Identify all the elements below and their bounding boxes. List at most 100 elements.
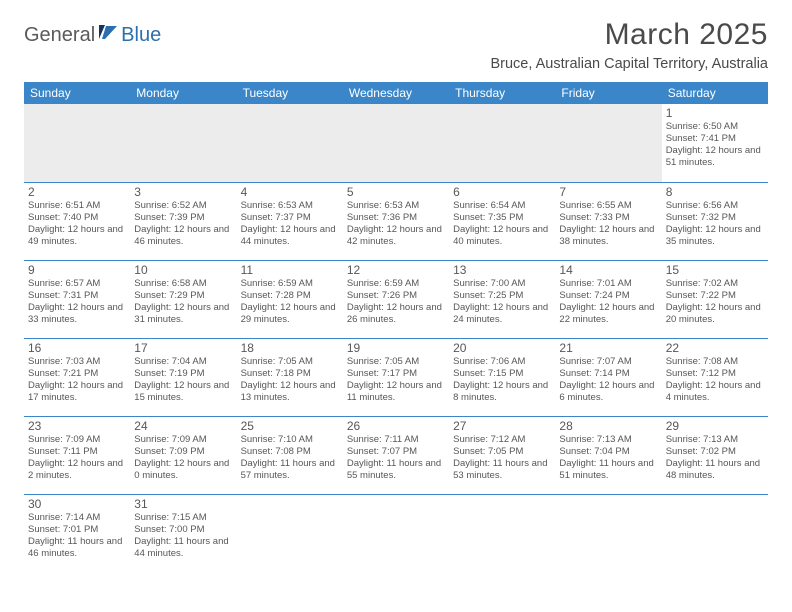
day-number: 27 — [453, 419, 551, 433]
day-number: 22 — [666, 341, 764, 355]
day-info: Sunrise: 6:59 AMSunset: 7:26 PMDaylight:… — [347, 278, 445, 327]
sunset-line: Sunset: 7:11 PM — [28, 446, 126, 458]
sunrise-line: Sunrise: 7:11 AM — [347, 434, 445, 446]
daylight-line: Daylight: 12 hours and 17 minutes. — [28, 380, 126, 404]
logo-text-1: General — [24, 24, 95, 47]
day-number: 26 — [347, 419, 445, 433]
sunrise-line: Sunrise: 6:57 AM — [28, 278, 126, 290]
sunset-line: Sunset: 7:35 PM — [453, 212, 551, 224]
day-number: 7 — [559, 185, 657, 199]
day-number: 4 — [241, 185, 339, 199]
day-info: Sunrise: 6:53 AMSunset: 7:37 PMDaylight:… — [241, 200, 339, 249]
day-info: Sunrise: 7:05 AMSunset: 7:18 PMDaylight:… — [241, 356, 339, 405]
day-number: 8 — [666, 185, 764, 199]
sunrise-line: Sunrise: 6:51 AM — [28, 200, 126, 212]
day-info: Sunrise: 6:50 AMSunset: 7:41 PMDaylight:… — [666, 121, 764, 170]
daylight-line: Daylight: 12 hours and 44 minutes. — [241, 224, 339, 248]
daylight-line: Daylight: 11 hours and 53 minutes. — [453, 458, 551, 482]
calendar-cell: 18Sunrise: 7:05 AMSunset: 7:18 PMDayligh… — [237, 338, 343, 416]
day-number: 18 — [241, 341, 339, 355]
day-number: 15 — [666, 263, 764, 277]
calendar-cell: 29Sunrise: 7:13 AMSunset: 7:02 PMDayligh… — [662, 416, 768, 494]
daylight-line: Daylight: 12 hours and 24 minutes. — [453, 302, 551, 326]
day-number: 6 — [453, 185, 551, 199]
calendar-cell: 8Sunrise: 6:56 AMSunset: 7:32 PMDaylight… — [662, 182, 768, 260]
sunrise-line: Sunrise: 6:50 AM — [666, 121, 764, 133]
daylight-line: Daylight: 12 hours and 13 minutes. — [241, 380, 339, 404]
daylight-line: Daylight: 12 hours and 8 minutes. — [453, 380, 551, 404]
sunrise-line: Sunrise: 7:15 AM — [134, 512, 232, 524]
calendar-cell: 31Sunrise: 7:15 AMSunset: 7:00 PMDayligh… — [130, 494, 236, 572]
sunset-line: Sunset: 7:25 PM — [453, 290, 551, 302]
daylight-line: Daylight: 11 hours and 48 minutes. — [666, 458, 764, 482]
sunset-line: Sunset: 7:05 PM — [453, 446, 551, 458]
day-info: Sunrise: 7:11 AMSunset: 7:07 PMDaylight:… — [347, 434, 445, 483]
daylight-line: Daylight: 12 hours and 0 minutes. — [134, 458, 232, 482]
sunrise-line: Sunrise: 6:55 AM — [559, 200, 657, 212]
daylight-line: Daylight: 12 hours and 42 minutes. — [347, 224, 445, 248]
calendar-cell: 20Sunrise: 7:06 AMSunset: 7:15 PMDayligh… — [449, 338, 555, 416]
calendar-cell — [449, 104, 555, 182]
daylight-line: Daylight: 12 hours and 35 minutes. — [666, 224, 764, 248]
calendar-cell: 24Sunrise: 7:09 AMSunset: 7:09 PMDayligh… — [130, 416, 236, 494]
calendar-cell — [662, 494, 768, 572]
day-info: Sunrise: 7:00 AMSunset: 7:25 PMDaylight:… — [453, 278, 551, 327]
calendar-cell: 27Sunrise: 7:12 AMSunset: 7:05 PMDayligh… — [449, 416, 555, 494]
calendar-cell — [343, 104, 449, 182]
sunrise-line: Sunrise: 6:59 AM — [241, 278, 339, 290]
day-info: Sunrise: 6:56 AMSunset: 7:32 PMDaylight:… — [666, 200, 764, 249]
calendar-row: 1Sunrise: 6:50 AMSunset: 7:41 PMDaylight… — [24, 104, 768, 182]
calendar-cell — [24, 104, 130, 182]
sunrise-line: Sunrise: 7:07 AM — [559, 356, 657, 368]
sunrise-line: Sunrise: 7:09 AM — [28, 434, 126, 446]
calendar-cell: 1Sunrise: 6:50 AMSunset: 7:41 PMDaylight… — [662, 104, 768, 182]
calendar-cell: 21Sunrise: 7:07 AMSunset: 7:14 PMDayligh… — [555, 338, 661, 416]
sunrise-line: Sunrise: 7:03 AM — [28, 356, 126, 368]
daylight-line: Daylight: 12 hours and 31 minutes. — [134, 302, 232, 326]
day-info: Sunrise: 7:09 AMSunset: 7:09 PMDaylight:… — [134, 434, 232, 483]
sunset-line: Sunset: 7:19 PM — [134, 368, 232, 380]
calendar-cell — [343, 494, 449, 572]
sunset-line: Sunset: 7:12 PM — [666, 368, 764, 380]
day-info: Sunrise: 6:51 AMSunset: 7:40 PMDaylight:… — [28, 200, 126, 249]
calendar-row: 2Sunrise: 6:51 AMSunset: 7:40 PMDaylight… — [24, 182, 768, 260]
day-info: Sunrise: 7:10 AMSunset: 7:08 PMDaylight:… — [241, 434, 339, 483]
calendar-cell — [555, 104, 661, 182]
calendar-cell: 3Sunrise: 6:52 AMSunset: 7:39 PMDaylight… — [130, 182, 236, 260]
page-title: March 2025 — [490, 18, 768, 52]
day-info: Sunrise: 7:13 AMSunset: 7:04 PMDaylight:… — [559, 434, 657, 483]
calendar-row: 9Sunrise: 6:57 AMSunset: 7:31 PMDaylight… — [24, 260, 768, 338]
weekday-header: Wednesday — [343, 82, 449, 104]
calendar-cell: 4Sunrise: 6:53 AMSunset: 7:37 PMDaylight… — [237, 182, 343, 260]
calendar-cell: 19Sunrise: 7:05 AMSunset: 7:17 PMDayligh… — [343, 338, 449, 416]
calendar-cell: 25Sunrise: 7:10 AMSunset: 7:08 PMDayligh… — [237, 416, 343, 494]
sunrise-line: Sunrise: 6:53 AM — [241, 200, 339, 212]
sunset-line: Sunset: 7:29 PM — [134, 290, 232, 302]
calendar-cell: 5Sunrise: 6:53 AMSunset: 7:36 PMDaylight… — [343, 182, 449, 260]
sunrise-line: Sunrise: 7:13 AM — [559, 434, 657, 446]
day-number: 30 — [28, 497, 126, 511]
sunset-line: Sunset: 7:26 PM — [347, 290, 445, 302]
calendar-cell — [449, 494, 555, 572]
calendar-cell: 22Sunrise: 7:08 AMSunset: 7:12 PMDayligh… — [662, 338, 768, 416]
day-number: 25 — [241, 419, 339, 433]
flag-icon — [99, 25, 119, 46]
sunrise-line: Sunrise: 7:01 AM — [559, 278, 657, 290]
sunrise-line: Sunrise: 7:04 AM — [134, 356, 232, 368]
sunset-line: Sunset: 7:07 PM — [347, 446, 445, 458]
calendar-cell: 15Sunrise: 7:02 AMSunset: 7:22 PMDayligh… — [662, 260, 768, 338]
calendar-cell: 23Sunrise: 7:09 AMSunset: 7:11 PMDayligh… — [24, 416, 130, 494]
day-info: Sunrise: 7:08 AMSunset: 7:12 PMDaylight:… — [666, 356, 764, 405]
sunset-line: Sunset: 7:39 PM — [134, 212, 232, 224]
sunset-line: Sunset: 7:04 PM — [559, 446, 657, 458]
day-info: Sunrise: 7:14 AMSunset: 7:01 PMDaylight:… — [28, 512, 126, 561]
day-number: 23 — [28, 419, 126, 433]
sunset-line: Sunset: 7:09 PM — [134, 446, 232, 458]
sunrise-line: Sunrise: 6:59 AM — [347, 278, 445, 290]
day-number: 17 — [134, 341, 232, 355]
day-number: 24 — [134, 419, 232, 433]
calendar-cell: 2Sunrise: 6:51 AMSunset: 7:40 PMDaylight… — [24, 182, 130, 260]
sunset-line: Sunset: 7:00 PM — [134, 524, 232, 536]
daylight-line: Daylight: 12 hours and 2 minutes. — [28, 458, 126, 482]
weekday-header: Monday — [130, 82, 236, 104]
